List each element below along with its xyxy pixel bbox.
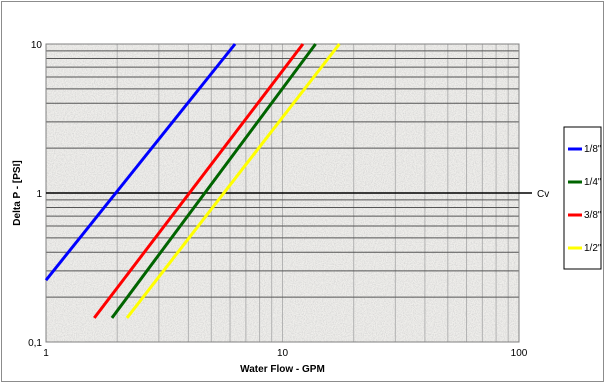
y-axis-title: Delta P - [PSI]	[12, 160, 23, 225]
series-line	[125, 43, 341, 319]
legend-label: 1/8"	[584, 144, 602, 155]
cv-reference-label: Cv	[537, 189, 549, 200]
x-tick-label: 100	[511, 348, 528, 359]
series-line	[93, 43, 305, 319]
x-tick-labels: 1 10 100	[43, 348, 528, 359]
x-axis-title: Water Flow - GPM	[240, 364, 325, 375]
x-tick-label: 10	[277, 348, 289, 359]
series-line	[44, 43, 237, 282]
y-tick-label: 10	[31, 40, 43, 51]
legend-label: 1/4"	[584, 177, 602, 188]
series-line	[110, 43, 317, 319]
x-tick-label: 1	[43, 348, 49, 359]
horizontal-gridlines	[46, 50, 519, 298]
y-tick-labels: 0,1 1 10	[28, 40, 42, 349]
legend: 1/8" 1/4" 3/8" 1/2"	[563, 126, 602, 270]
series-lines	[44, 43, 341, 319]
legend-label: 1/2"	[584, 243, 602, 254]
y-tick-label: 1	[36, 189, 42, 200]
legend-items: 1/8" 1/4" 3/8" 1/2"	[568, 144, 602, 254]
legend-label: 3/8"	[584, 210, 602, 221]
legend-box	[563, 126, 602, 270]
y-tick-label: 0,1	[28, 338, 42, 349]
